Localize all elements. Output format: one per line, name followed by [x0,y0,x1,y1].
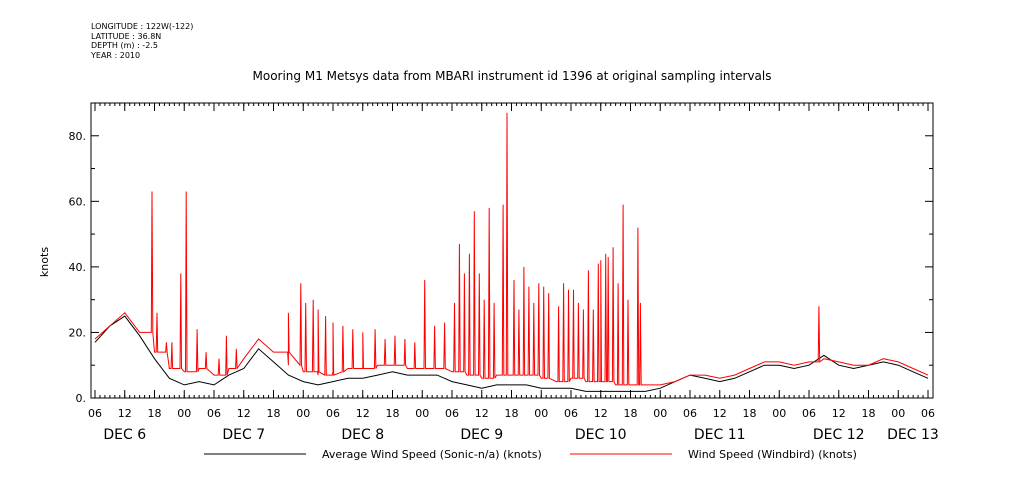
legend-label-average: Average Wind Speed (Sonic-n/a) (knots) [322,448,542,461]
x-tick-label: 06 [802,407,816,420]
x-tick-label: 12 [475,407,489,420]
x-tick-label: 06 [921,407,935,420]
x-tick-label: 12 [713,407,727,420]
legend: Average Wind Speed (Sonic-n/a) (knots) W… [204,448,857,461]
x-tick-label: 00 [653,407,667,420]
date-label: DEC 10 [575,427,627,443]
date-label: DEC 6 [103,427,146,443]
longitude-label: LONGITUDE : 122W(-122) [91,22,194,31]
x-tick-label: 18 [743,407,757,420]
y-tick-label: 80. [69,130,87,143]
x-tick-label: 12 [118,407,132,420]
date-label: DEC 8 [341,427,384,443]
minor-ticks [94,103,929,398]
x-tick-label: 06 [326,407,340,420]
x-tick-label: 12 [237,407,251,420]
series-line-average [94,315,929,392]
x-tick-label: 12 [594,407,608,420]
x-tick-label: 00 [415,407,429,420]
date-label: DEC 7 [222,427,265,443]
plot-frame [90,102,934,399]
y-tick-label: 20. [69,326,87,339]
x-tick-label: 00 [534,407,548,420]
y-axis: 0. 20. 40. 60. 80. [69,130,933,405]
x-tick-label: 12 [832,407,846,420]
date-label: DEC 12 [813,427,865,443]
x-tick-label: 06 [683,407,697,420]
x-tick-label: 18 [624,407,638,420]
legend-label-windbird: Wind Speed (Windbird) (knots) [688,448,857,461]
x-tick-label: 06 [88,407,102,420]
x-tick-label: 18 [862,407,876,420]
date-label: DEC 13 [887,427,939,443]
x-tick-label: 18 [148,407,162,420]
latitude-label: LATITUDE : 36.8N [91,31,162,41]
x-tick-label: 00 [891,407,905,420]
x-tick-label: 18 [505,407,519,420]
x-tick-label: 00 [296,407,310,420]
date-labels: DEC 6 DEC 7 DEC 8 DEC 9 DEC 10 DEC 11 DEC 12 DE… [103,427,938,443]
y-tick-label: 40. [69,261,87,274]
y-axis-label: knots [38,247,51,277]
x-tick-label: 00 [177,407,191,420]
date-label: DEC 11 [694,427,746,443]
year-label: YEAR : 2010 [91,50,141,60]
date-label: DEC 9 [460,427,503,443]
series-layer [94,112,929,392]
x-tick-label: 06 [445,407,459,420]
depth-label: DEPTH (m) : -2.5 [91,41,158,50]
x-tick-label: 06 [564,407,578,420]
x-tick-label: 06 [207,407,221,420]
series-line-windbird [94,112,929,386]
x-tick-label: 18 [267,407,281,420]
x-tick-label: 18 [386,407,400,420]
chart-title: Mooring M1 Metsys data from MBARI instru… [253,69,772,83]
x-tick-label: 00 [772,407,786,420]
x-axis: 06 12 18 00 06 12 18 00 06 12 18 00 06 12 18 00 06 12 18 00… [88,103,935,420]
metadata-block: LONGITUDE : 122W(-122) LATITUDE : 36.8N … [91,22,193,60]
x-tick-label: 12 [356,407,370,420]
y-tick-label: 60. [69,195,87,208]
y-tick-label: 0. [76,392,87,405]
